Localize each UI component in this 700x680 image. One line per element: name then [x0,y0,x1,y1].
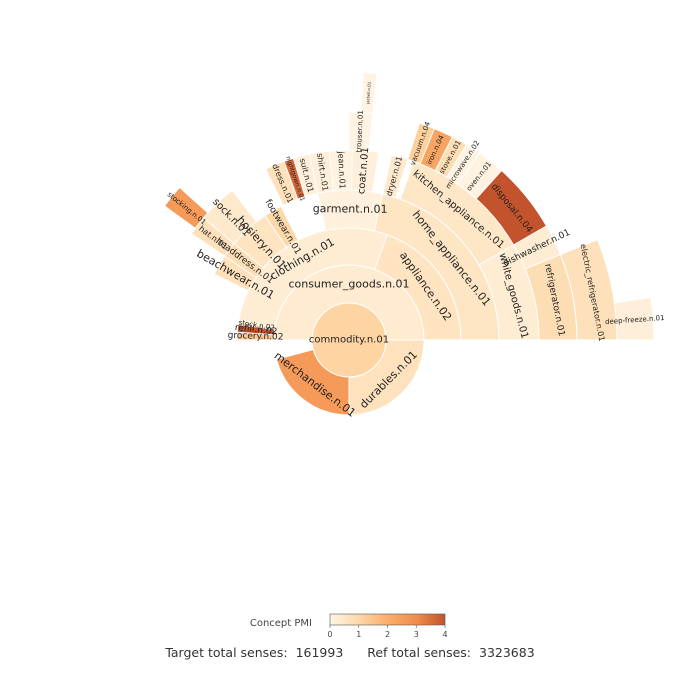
segment-footwear-n-01[interactable] [264,205,299,248]
target-total-label: Target total senses: [165,645,288,660]
label-refill-n-02: refill.n.02 [234,323,277,337]
segment-electric-refrigerator-n-01[interactable] [559,238,618,341]
segment-jacket-n-01[interactable] [360,71,378,114]
segment-sock-n-01[interactable] [202,189,258,245]
label-garment-n-01: garment.n.01 [313,202,388,216]
label-jean-n-01: jean.n.01 [336,150,347,189]
colorbar-tick-label: 0 [327,630,332,639]
segment-stock-n-02[interactable] [237,319,276,331]
segment-stocking-n-01[interactable] [163,186,209,230]
segment-dryer-n-01[interactable] [382,154,409,198]
colorbar-gradient [329,613,446,626]
colorbar-tick-label: 1 [356,630,361,639]
segment-trouser-n-01[interactable] [348,111,374,152]
colorbar-tick-label: 4 [442,630,447,639]
ref-total-value: 3323683 [479,645,535,660]
label-commodity-n-01: commodity.n.01 [309,335,389,346]
footer: Target total senses: 161993 Ref total sen… [0,645,700,660]
label-jacket-n-01: jacket.n.01 [365,81,372,105]
ref-total-label: Ref total senses: [367,645,471,660]
label-consumer-goods-n-01: consumer_goods.n.01 [288,278,409,291]
colorbar-tick-label: 3 [414,630,419,639]
colorbar-tick-label: 2 [385,630,390,639]
label-trouser-n-01: trouser.n.01 [355,110,365,153]
sunburst-segments [163,71,655,416]
colorbar-title: Concept PMI [250,618,312,629]
colorbar-ticks: 0 1 2 3 4 [327,625,448,639]
target-total-value: 161993 [295,645,344,660]
colorbar: Concept PMI 0 1 2 3 4 [250,613,448,639]
segment-deep-freeze-n-01[interactable] [613,296,655,341]
label-grocery-n-02: grocery.n.02 [227,331,283,343]
segment-merchandise-n-01[interactable] [275,348,350,416]
segment-durables-n-01[interactable] [348,339,425,416]
label-coat-n-01: coat.n.01 [356,147,371,195]
